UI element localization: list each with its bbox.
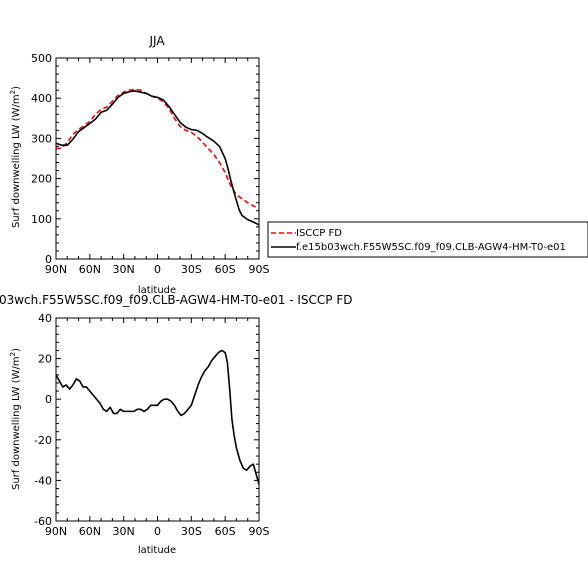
top-xtick-label: 60N	[79, 263, 101, 276]
top-xtick-label: 90S	[249, 263, 270, 276]
top-panel-ylabel: Surf downwelling LW (W/m2)	[9, 86, 22, 228]
bottom-panel-xlabel: latitude	[138, 545, 176, 556]
legend-label-isccp: ISCCP FD	[296, 228, 342, 239]
top-xtick-label: 30N	[113, 263, 135, 276]
bottom-xtick-label: 90N	[45, 525, 67, 538]
top-ytick-label: 0	[45, 253, 52, 266]
bottom-panel-frame	[55, 317, 260, 522]
top-series-line-isccp	[56, 88, 260, 210]
top-ytick-label: 200	[31, 173, 52, 186]
top-panel-xlabel: latitude	[138, 285, 176, 296]
top-ytick-label: 300	[31, 132, 52, 145]
bottom-panel-title: f.e15b03wch.F55W5SC.f09_f09.CLB-AGW4-HM-…	[0, 293, 352, 307]
legend-box	[267, 221, 588, 258]
bottom-ytick-label: -20	[34, 434, 52, 447]
top-panel-title: JJA	[148, 34, 165, 48]
top-ytick-label: 100	[31, 213, 52, 226]
bottom-panel-ylabel: Surf downwelling LW (W/m2)	[9, 348, 22, 490]
bottom-ytick-label: -60	[34, 515, 52, 528]
top-panel-frame	[55, 57, 260, 260]
top-xtick-label: 90N	[45, 263, 67, 276]
bottom-ytick-label: -40	[34, 474, 52, 487]
top-ytick-label: 400	[31, 92, 52, 105]
top-panel: JJA Surf downwelling LW (W/m2) latitude …	[9, 34, 270, 296]
bottom-xtick-label: 60S	[215, 525, 236, 538]
legend-label-model: f.e15b03wch.F55W5SC.f09_f09.CLB-AGW4-HM-…	[296, 242, 566, 253]
bottom-ytick-label: 0	[45, 393, 52, 406]
bottom-ytick-label: 20	[38, 353, 52, 366]
bottom-ytick-label: 40	[38, 312, 52, 325]
top-xtick-label: 0	[154, 263, 161, 276]
legend: ISCCP FD f.e15b03wch.F55W5SC.f09_f09.CLB…	[267, 221, 588, 258]
bottom-xtick-label: 60N	[79, 525, 101, 538]
bottom-panel: f.e15b03wch.F55W5SC.f09_f09.CLB-AGW4-HM-…	[0, 293, 352, 556]
bottom-series-line-model	[55, 349, 260, 485]
bottom-xtick-label: 0	[154, 525, 161, 538]
top-xtick-label: 30S	[181, 263, 202, 276]
top-ytick-label: 500	[31, 52, 52, 65]
top-xtick-label: 60S	[215, 263, 236, 276]
top-series-line-model	[55, 90, 260, 226]
bottom-xtick-label: 30N	[113, 525, 135, 538]
bottom-xtick-label: 30S	[181, 525, 202, 538]
bottom-xtick-label: 90S	[249, 525, 270, 538]
